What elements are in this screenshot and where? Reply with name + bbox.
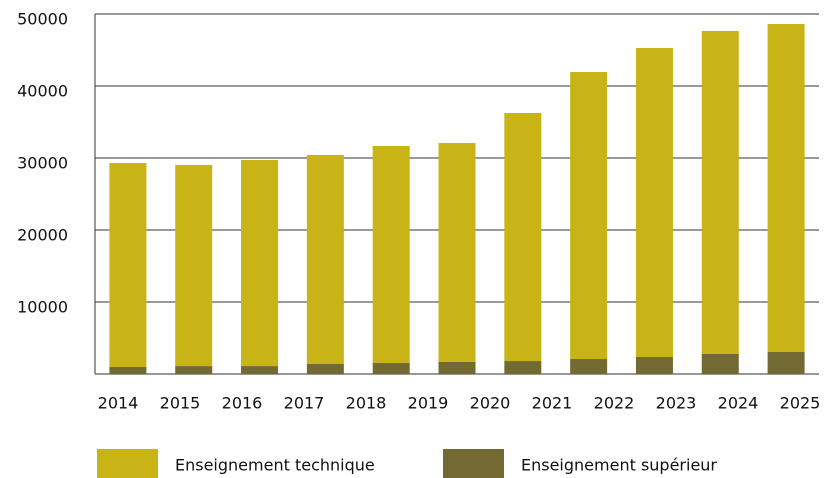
bar-segment [701, 30, 739, 354]
y-tick-label: 50000 [17, 10, 68, 29]
bar-segment [635, 47, 673, 358]
x-tick-label: 2022 [594, 394, 635, 413]
bar-segment [306, 363, 344, 374]
bar-segment [109, 367, 147, 374]
bar-segment [241, 366, 279, 374]
legend-label: Enseignement supérieur [521, 456, 717, 475]
bar-segment [241, 160, 279, 367]
y-tick-label: 10000 [17, 298, 68, 317]
bar-segment [504, 361, 542, 374]
x-tick-label: 2015 [160, 394, 201, 413]
bar-segment [372, 362, 410, 374]
y-tick-label: 20000 [17, 226, 68, 245]
x-tick-label: 2021 [532, 394, 573, 413]
x-tick-label: 2023 [656, 394, 697, 413]
bar-segment [175, 164, 213, 367]
bar-segment [372, 145, 410, 363]
x-tick-label: 2024 [718, 394, 759, 413]
legend-label: Enseignement technique [175, 456, 375, 475]
bar-segment [767, 351, 805, 374]
bar-segment [767, 24, 805, 352]
bar-segment [438, 143, 476, 362]
x-tick-label: 2016 [222, 394, 263, 413]
x-tick-label: 2014 [98, 394, 139, 413]
bar-segment [570, 359, 608, 374]
x-tick-label: 2020 [470, 394, 511, 413]
x-tick-label: 2018 [346, 394, 387, 413]
x-tick-label: 2025 [780, 394, 821, 413]
legend-swatch [97, 449, 158, 478]
bar-segment [438, 361, 476, 374]
bar-segment [504, 113, 542, 362]
bar-segment [175, 366, 213, 374]
bar-segment [701, 353, 739, 374]
x-tick-label: 2017 [284, 394, 325, 413]
y-tick-label: 30000 [17, 154, 68, 173]
bar-segment [570, 72, 608, 360]
x-tick-label: 2019 [408, 394, 449, 413]
bar-segment [635, 357, 673, 374]
y-tick-label: 40000 [17, 82, 68, 101]
bar-segment [109, 163, 147, 368]
legend-swatch [443, 449, 504, 478]
bar-segment [306, 154, 344, 364]
